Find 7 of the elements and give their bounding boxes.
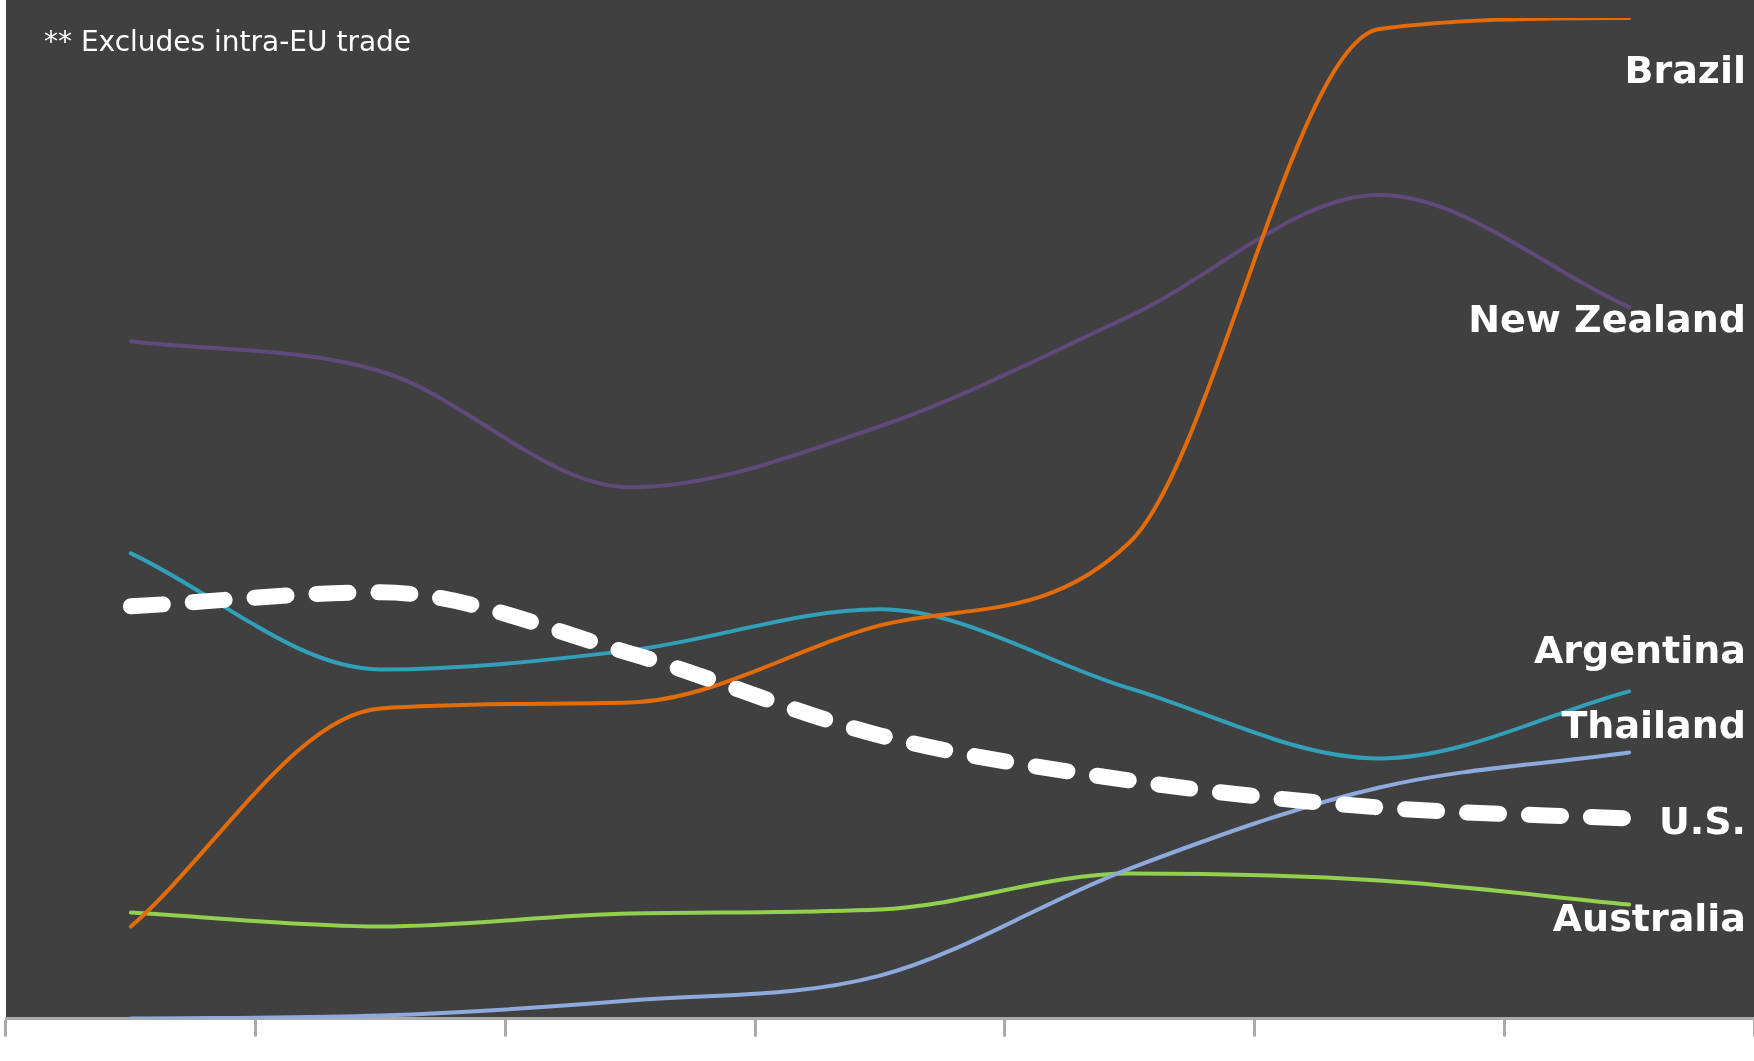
series-label: Brazil	[1624, 47, 1746, 92]
annotation: ** Excludes intra-EU trade	[44, 25, 412, 59]
series-label: U.S.	[1658, 799, 1746, 844]
series-label: Thailand	[1561, 703, 1746, 748]
series-label: Argentina	[1533, 628, 1746, 673]
series-label: New Zealand	[1468, 297, 1746, 342]
series-label: Australia	[1552, 896, 1746, 941]
